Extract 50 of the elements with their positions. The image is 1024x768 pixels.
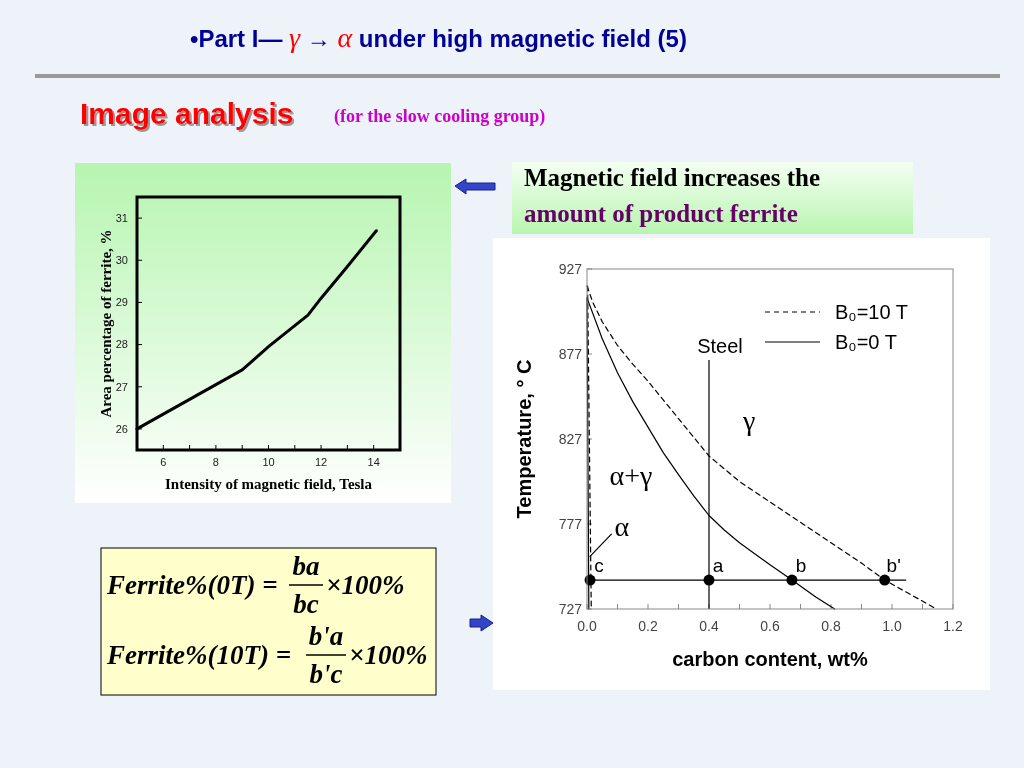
- y-axis-title: Area percentage of ferrite, %: [98, 229, 114, 418]
- text: ×100%: [349, 640, 428, 670]
- text: b'c: [309, 659, 343, 689]
- annotation: α: [614, 511, 630, 543]
- annotation: b: [795, 554, 807, 576]
- text: ×100%: [326, 570, 405, 600]
- annotation: γ: [741, 404, 756, 436]
- annotation: b': [886, 554, 901, 576]
- annotation: c: [594, 554, 604, 576]
- y-tick-label: 31: [115, 211, 128, 224]
- y-tick-label: 927: [558, 260, 583, 277]
- x-tick-label: 10: [262, 456, 275, 468]
- y-tick-label: 777: [558, 515, 583, 532]
- text: (for the slow cooling group): [334, 106, 546, 127]
- x-tick-label: 1.2: [943, 618, 963, 634]
- x-axis-title: carbon content, wt%: [672, 648, 868, 670]
- y-axis-title: Temperature, ° C: [513, 359, 535, 519]
- x-axis-title: Intensity of magnetic field, Tesla: [164, 476, 373, 492]
- y-tick-label: 877: [558, 345, 583, 362]
- y-tick-label: 28: [115, 338, 128, 351]
- annotation: a: [712, 554, 724, 576]
- x-tick-label: 0.8: [821, 618, 841, 634]
- x-tick-label: 14: [367, 456, 380, 468]
- y-tick-label: 26: [115, 422, 128, 435]
- ref-line-label: Steel: [697, 335, 743, 357]
- text: Ferrite%(0T) =: [106, 570, 278, 600]
- legend-label: B₀=10 T: [835, 301, 908, 323]
- text: Image analysis: [80, 97, 294, 130]
- text: bc: [293, 589, 319, 619]
- x-tick-label: 0.4: [699, 618, 719, 634]
- x-tick-label: 1.0: [882, 618, 902, 634]
- text: •Part I— γ → α under high magnetic field (5): [190, 22, 687, 53]
- y-tick-label: 30: [115, 254, 128, 267]
- text: Magnetic field increases the: [524, 164, 820, 191]
- x-tick-label: 6: [160, 456, 167, 468]
- text: Ferrite%(10T) =: [106, 640, 292, 670]
- annotation: α+γ: [609, 460, 653, 492]
- x-tick-label: 0.6: [760, 618, 780, 634]
- legend-label: B₀=0 T: [835, 331, 897, 353]
- y-tick-label: 727: [558, 600, 583, 617]
- text: b'a: [308, 621, 344, 651]
- x-tick-label: 12: [314, 456, 328, 468]
- y-tick-label: 29: [115, 296, 128, 309]
- x-tick-label: 0.2: [638, 618, 658, 634]
- text: ba: [292, 551, 320, 581]
- y-tick-label: 27: [115, 380, 128, 393]
- text: amount of product ferrite: [524, 200, 798, 227]
- x-tick-label: 8: [212, 456, 219, 468]
- y-tick-label: 827: [558, 430, 583, 447]
- x-tick-label: 0.0: [577, 618, 597, 634]
